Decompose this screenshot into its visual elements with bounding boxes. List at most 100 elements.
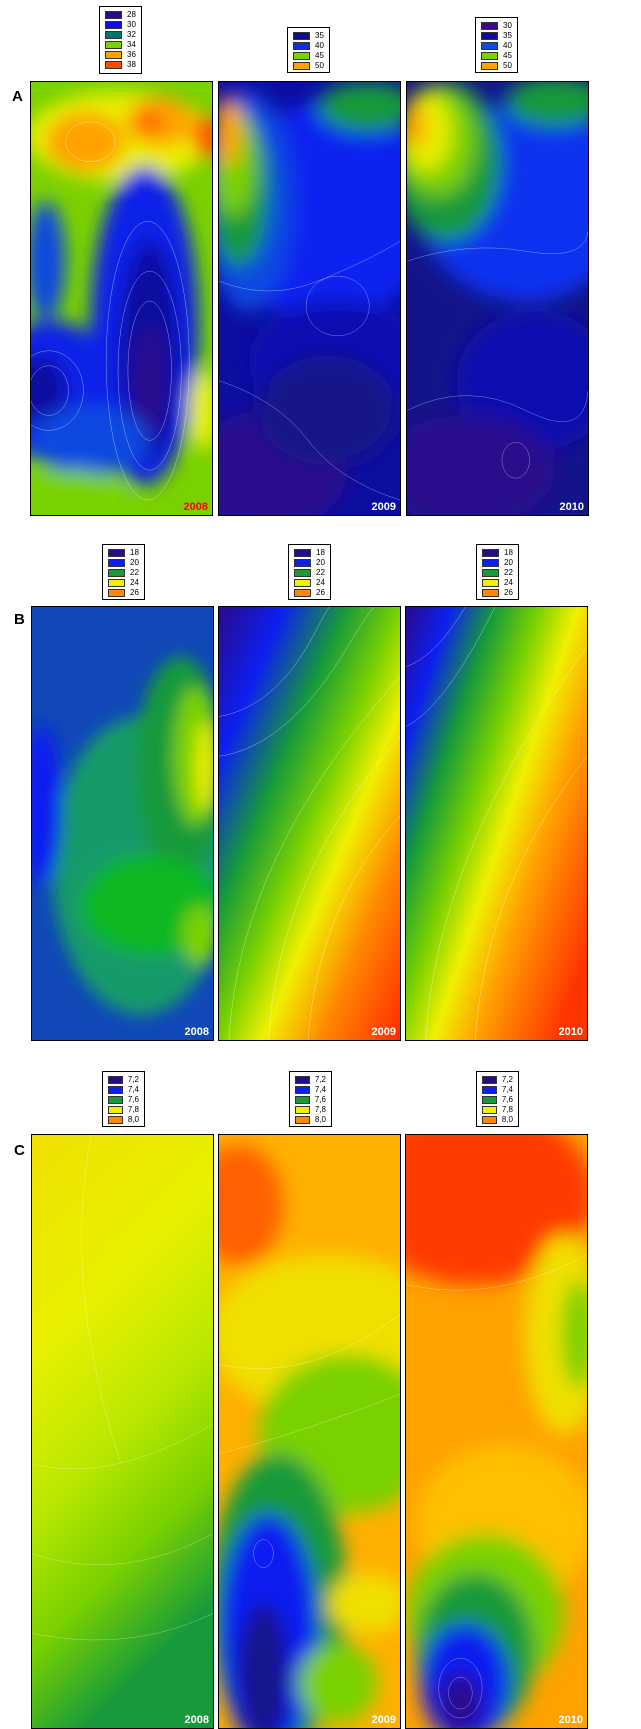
legend-label: 26 <box>316 588 325 597</box>
legend-item: 50 <box>481 61 512 71</box>
legend-label: 35 <box>503 31 512 40</box>
legend-label: 22 <box>316 568 325 577</box>
legend-item: 30 <box>105 20 136 30</box>
legend-item: 40 <box>293 41 324 51</box>
heatmap-c-2008 <box>32 1135 213 1728</box>
map-panel-b-2009: 2009 <box>218 606 401 1041</box>
legend-swatch <box>295 1096 310 1104</box>
legend-label: 22 <box>504 568 513 577</box>
legend-label: 7,4 <box>127 1085 139 1094</box>
legend-swatch <box>481 52 498 60</box>
legend-c-2008: 7,2 7,4 7,6 7,8 8,0 <box>102 1071 145 1127</box>
legend-swatch <box>295 1076 310 1084</box>
legend-swatch <box>293 52 310 60</box>
legend-label: 7,2 <box>314 1075 326 1084</box>
legend-label: 50 <box>315 61 324 70</box>
legend-label: 7,4 <box>314 1085 326 1094</box>
legend-label: 7,4 <box>501 1085 513 1094</box>
legend-label: 18 <box>504 548 513 557</box>
legend-swatch <box>294 549 311 557</box>
legend-item: 7,8 <box>108 1105 139 1115</box>
legend-item: 7,2 <box>108 1075 139 1085</box>
legend-label: 30 <box>127 20 136 29</box>
legend-swatch <box>108 1106 123 1114</box>
map-panel-a-2010: 2010 <box>406 81 589 516</box>
legend-swatch <box>108 589 125 597</box>
legend-swatch <box>482 579 499 587</box>
heatmap-b-2008 <box>32 607 213 1040</box>
legend-swatch <box>481 32 498 40</box>
legend-c-2009: 7,2 7,4 7,6 7,8 8,0 <box>289 1071 332 1127</box>
legend-swatch <box>482 549 499 557</box>
legend-label: 18 <box>316 548 325 557</box>
legend-item: 7,8 <box>482 1105 513 1115</box>
legend-label: 8,0 <box>127 1115 139 1124</box>
legend-label: 8,0 <box>501 1115 513 1124</box>
legend-label: 26 <box>504 588 513 597</box>
legend-swatch <box>105 41 122 49</box>
legend-label: 30 <box>503 21 512 30</box>
legend-label: 50 <box>503 61 512 70</box>
legend-swatch <box>293 32 310 40</box>
year-label-c-2008: 2008 <box>184 1714 209 1726</box>
legend-swatch <box>294 559 311 567</box>
heatmap-a-2008 <box>31 82 212 515</box>
legend-b-2008: 18 20 22 24 26 <box>102 544 145 600</box>
heatmap-c-2010 <box>406 1135 587 1728</box>
legend-item: 28 <box>105 10 136 20</box>
legend-swatch <box>482 1086 497 1094</box>
legend-swatch <box>482 569 499 577</box>
legend-swatch <box>105 11 122 19</box>
legend-a-2009: 35 40 45 50 <box>287 27 330 73</box>
heatmap-a-2010 <box>407 82 588 515</box>
legend-item: 26 <box>108 588 139 598</box>
map-panel-c-2009: 2009 <box>218 1134 401 1729</box>
year-label-c-2009: 2009 <box>371 1714 396 1726</box>
row-label-b: B <box>14 611 25 628</box>
legend-item: 40 <box>481 41 512 51</box>
legend-item: 20 <box>108 558 139 568</box>
heatmap-b-2009 <box>219 607 400 1040</box>
legend-swatch <box>482 1076 497 1084</box>
legend-label: 24 <box>504 578 513 587</box>
map-panel-a-2009: 2009 <box>218 81 401 516</box>
legend-label: 20 <box>130 558 139 567</box>
legend-label: 34 <box>127 40 136 49</box>
heatmap-a-2009 <box>219 82 400 515</box>
legend-swatch <box>481 62 498 70</box>
legend-swatch <box>482 1116 497 1124</box>
map-panel-c-2008: 2008 <box>31 1134 214 1729</box>
legend-swatch <box>108 579 125 587</box>
legend-item: 7,2 <box>295 1075 326 1085</box>
legend-swatch <box>294 569 311 577</box>
legend-swatch <box>105 61 122 69</box>
legend-label: 7,6 <box>314 1095 326 1104</box>
legend-label: 22 <box>130 568 139 577</box>
map-panel-b-2008: 2008 <box>31 606 214 1041</box>
legend-label: 7,8 <box>501 1105 513 1114</box>
legend-label: 36 <box>127 50 136 59</box>
legend-label: 45 <box>503 51 512 60</box>
row-label-c: C <box>14 1142 25 1159</box>
year-label-b-2009: 2009 <box>371 1026 396 1038</box>
legend-swatch <box>108 549 125 557</box>
year-label-c-2010: 2010 <box>558 1714 583 1726</box>
legend-item: 36 <box>105 50 136 60</box>
legend-item: 32 <box>105 30 136 40</box>
legend-item: 18 <box>294 548 325 558</box>
legend-label: 20 <box>504 558 513 567</box>
legend-label: 24 <box>130 578 139 587</box>
legend-item: 50 <box>293 61 324 71</box>
legend-item: 7,4 <box>482 1085 513 1095</box>
year-label-a-2008: 2008 <box>183 501 208 513</box>
legend-label: 40 <box>315 41 324 50</box>
legend-item: 24 <box>482 578 513 588</box>
legend-item: 22 <box>482 568 513 578</box>
legend-label: 32 <box>127 30 136 39</box>
legend-b-2010: 18 20 22 24 26 <box>476 544 519 600</box>
legend-item: 24 <box>108 578 139 588</box>
legend-swatch <box>293 62 310 70</box>
legend-swatch <box>482 1106 497 1114</box>
heatmap-b-2010 <box>406 607 587 1040</box>
legend-label: 20 <box>316 558 325 567</box>
